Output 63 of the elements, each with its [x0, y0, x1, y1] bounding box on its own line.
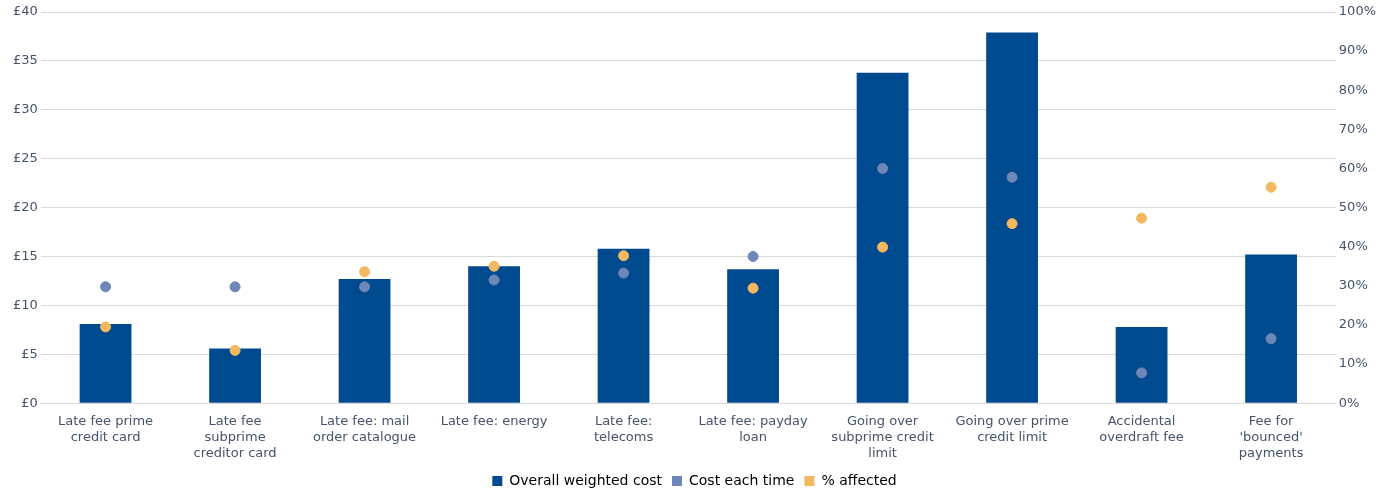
- x-tick-label: Late fee prime credit card: [58, 413, 154, 444]
- y2-tick-label: 100%: [1338, 3, 1377, 19]
- point: [1006, 171, 1018, 183]
- point: [1136, 212, 1148, 224]
- legend-label: Overall weighted cost: [509, 471, 663, 488]
- point: [100, 281, 112, 293]
- y-tick-label: £15: [12, 247, 38, 263]
- point: [488, 260, 500, 272]
- y-tick-label: £25: [12, 150, 38, 166]
- x-tick-label: Late fee: mail order catalogue: [313, 413, 417, 444]
- point: [359, 266, 371, 278]
- point: [229, 344, 241, 356]
- x-tick-label: Accidental overdraft fee: [1099, 413, 1184, 444]
- x-tick-label: Late fee: telecoms: [593, 413, 654, 444]
- bar: [338, 278, 391, 403]
- x-tick-label: Fee for 'bounced' payments: [1238, 413, 1304, 460]
- point: [747, 282, 759, 294]
- y-tick-label: £10: [12, 296, 38, 312]
- bar: [856, 72, 909, 403]
- x-tick-label: Going over prime credit limit: [955, 413, 1069, 444]
- y2-tick-label: 10%: [1338, 355, 1368, 371]
- y2-tick-label: 50%: [1338, 198, 1368, 214]
- bar: [468, 266, 520, 403]
- y2-tick-label: 80%: [1338, 81, 1368, 97]
- point: [1265, 181, 1277, 193]
- y-tick-label: £20: [12, 198, 38, 214]
- y2-tick-label: 90%: [1338, 42, 1368, 58]
- y2-tick-label: 20%: [1338, 316, 1368, 332]
- bar: [727, 269, 779, 403]
- bar: [209, 348, 261, 403]
- y-tick-label: £30: [12, 101, 38, 117]
- legend-label: Cost each time: [688, 471, 795, 488]
- point: [100, 321, 112, 333]
- y2-tick-label: 40%: [1338, 238, 1368, 254]
- legend-label: % affected: [821, 471, 897, 488]
- point: [877, 241, 889, 253]
- bar: [1245, 254, 1297, 403]
- bar: [79, 323, 132, 403]
- x-tick-label: Late fee subprime creditor card: [193, 413, 277, 460]
- y-tick-label: £40: [12, 3, 38, 19]
- point: [877, 162, 889, 174]
- point: [1265, 333, 1277, 345]
- point: [229, 281, 241, 293]
- y2-tick-label: 60%: [1338, 159, 1368, 175]
- point: [618, 267, 630, 279]
- x-tick-label: Late fee: payday loan: [698, 413, 809, 444]
- point: [488, 274, 500, 286]
- point: [618, 250, 630, 262]
- y-tick-label: £35: [12, 52, 38, 68]
- point: [1136, 367, 1148, 379]
- x-tick-label: Going over subprime credit limit: [831, 413, 934, 460]
- bar: [986, 32, 1038, 403]
- y2-tick-label: 0%: [1338, 394, 1360, 410]
- point: [359, 281, 371, 293]
- y-tick-label: £5: [21, 345, 38, 361]
- x-tick-label: Late fee: energy: [440, 413, 548, 429]
- point: [1006, 218, 1018, 230]
- bar: [1115, 326, 1168, 403]
- y2-tick-label: 30%: [1338, 277, 1368, 293]
- point: [747, 251, 759, 262]
- bar: [597, 248, 650, 403]
- y-tick-label: £0: [21, 394, 38, 410]
- y2-tick-label: 70%: [1338, 120, 1368, 136]
